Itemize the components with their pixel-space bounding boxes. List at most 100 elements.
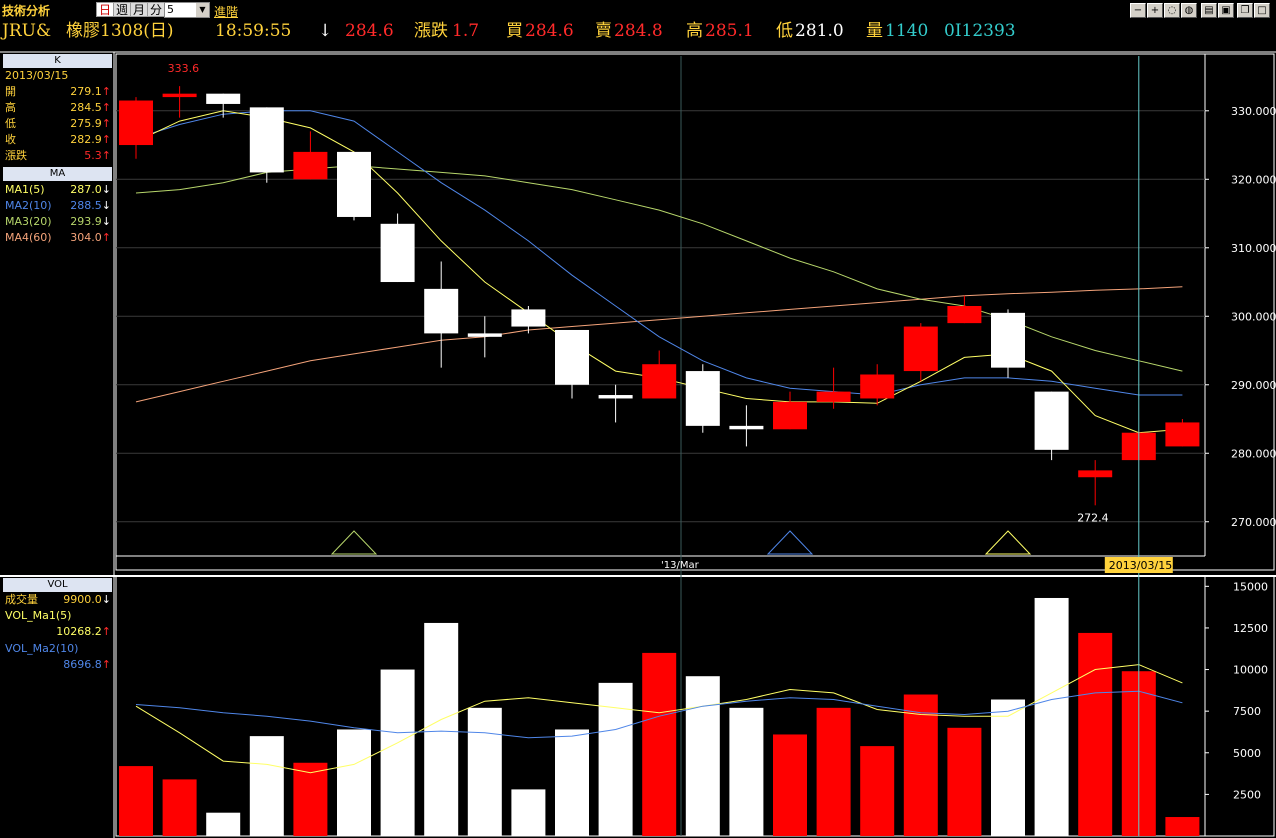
ma1-label: MA1(5) (5, 183, 45, 196)
minus-icon[interactable]: − (1130, 3, 1146, 18)
ma2-label: MA2(10) (5, 199, 52, 212)
volume-bar (249, 736, 284, 836)
volume-label: 量 (866, 21, 883, 41)
vol-value: 9900.0 (63, 593, 102, 606)
candle-body (816, 391, 851, 402)
app-title: 技術分析 (2, 4, 51, 18)
maximize-icon[interactable]: □ (1254, 3, 1270, 18)
volume-bar (162, 779, 197, 836)
price-tick-label: 330.000 (1231, 105, 1276, 118)
volume-bar (947, 727, 982, 836)
volume-bar (991, 699, 1025, 836)
volume-bar (467, 707, 502, 836)
up-arrow-icon: ↑ (101, 149, 111, 162)
vol-ma2-value: 8696.8 (63, 658, 102, 671)
ma-header: MA (3, 167, 112, 181)
period-select[interactable]: 5 ▼ (164, 2, 210, 18)
ma2-row: MA2(10) 288.5↓ (3, 198, 115, 214)
k-date: 2013/03/15 (3, 68, 115, 84)
volume-ma2-line (135, 690, 1183, 739)
price-tick-label: 300.000 (1231, 310, 1276, 323)
candle-body (380, 223, 415, 283)
settings-icon[interactable]: ▤ (1201, 3, 1217, 18)
vol-ma2-value-row: 8696.8↑ (3, 657, 115, 673)
k-change-value: 5.3 (84, 149, 102, 162)
candle-body (903, 326, 938, 372)
up-arrow-icon: ↑ (101, 625, 111, 638)
volume-bar (860, 746, 895, 836)
up-arrow-icon: ↑ (101, 101, 111, 114)
ma3-label: MA3(20) (5, 215, 52, 228)
low-value: 281.0 (795, 21, 844, 41)
candle-body (729, 425, 764, 430)
ma3-value: 293.9 (70, 215, 102, 228)
price-tick-label: 270.000 (1231, 516, 1276, 529)
up-arrow-icon: ↑ (101, 117, 111, 130)
triangle-marker (766, 530, 814, 555)
triangle-markers (330, 530, 1032, 555)
vol-ma1-label: VOL_Ma1(5) (5, 609, 72, 622)
triangle-marker (984, 530, 1032, 555)
volume-bar (206, 812, 241, 836)
down-arrow-icon: ↓ (101, 215, 111, 228)
chevron-down-icon[interactable]: ▼ (196, 3, 209, 17)
volume-tick-label: 15000 (1233, 580, 1268, 593)
cursor-date-box (1104, 557, 1173, 573)
up-arrow-icon: ↑ (101, 231, 111, 244)
quote-bar: JRU& 橡膠1308(日) 18:59:55 ↓ 284.6 漲跌 1.7 買… (0, 19, 1276, 45)
candle-body (119, 100, 153, 146)
price-tick-label: 310.000 (1231, 242, 1276, 255)
candles (119, 86, 1200, 506)
volume-bar (1078, 632, 1113, 836)
candle-body (773, 401, 807, 430)
vol-label: 成交量 (5, 593, 38, 606)
zoom-out-icon[interactable]: ◌ (1164, 3, 1180, 18)
candle-body (991, 312, 1025, 368)
vol-ma2-label-row: VOL_Ma2(10) (3, 641, 115, 657)
volume-bar (816, 707, 851, 836)
save-icon[interactable]: ▣ (1218, 3, 1234, 18)
volume-value: 1140 (885, 21, 929, 41)
period-button-minute[interactable]: 分 (147, 2, 166, 17)
chart-frame (0, 51, 1276, 838)
change-value: 1.7 (452, 21, 480, 41)
restore-icon[interactable]: ❐ (1237, 3, 1253, 18)
contract-name: 橡膠1308(日) (66, 21, 174, 41)
k-row-low: 低 275.9↑ (3, 116, 115, 132)
candle-body (555, 329, 589, 385)
chart-overlay: 333.6 272.4 2013/03/15 (168, 56, 1173, 836)
candle-body (424, 288, 459, 334)
volume-bar (337, 729, 371, 836)
ma3-line (135, 165, 1183, 372)
k-header: K (3, 54, 112, 68)
volume-tick-label: 10000 (1233, 664, 1268, 677)
candle-body (1165, 422, 1200, 447)
k-open-value: 279.1 (70, 85, 102, 98)
volume-bar (773, 734, 807, 836)
plus-icon[interactable]: + (1147, 3, 1163, 18)
zoom-in-icon[interactable]: ◍ (1181, 3, 1197, 18)
volume-bar (903, 694, 938, 836)
bid-label: 買 (506, 21, 523, 41)
candle-body (1078, 470, 1113, 478)
volume-axis: 2500 5000 7500 10000 12500 15000 (1205, 580, 1268, 801)
ma3-row: MA3(20) 293.9↓ (3, 214, 115, 230)
volume-bars (119, 597, 1200, 836)
volume-bar (1034, 597, 1069, 836)
volume-bar (293, 762, 328, 836)
k-high-value: 284.5 (70, 101, 102, 114)
candle-body (467, 333, 502, 337)
volume-ma1-line (135, 664, 1183, 774)
candle-body (337, 151, 371, 217)
candle-body (162, 93, 197, 98)
k-date-text: 2013/03/15 (5, 69, 69, 82)
low-label: 低 (776, 21, 793, 41)
volume-tick-label: 5000 (1233, 747, 1261, 760)
up-arrow-icon: ↑ (101, 85, 111, 98)
volume-bar (380, 669, 415, 836)
advanced-link[interactable]: 進階 (214, 5, 239, 19)
volume-bar (119, 766, 153, 836)
ma2-value: 288.5 (70, 199, 102, 212)
candle-body (1034, 391, 1069, 450)
